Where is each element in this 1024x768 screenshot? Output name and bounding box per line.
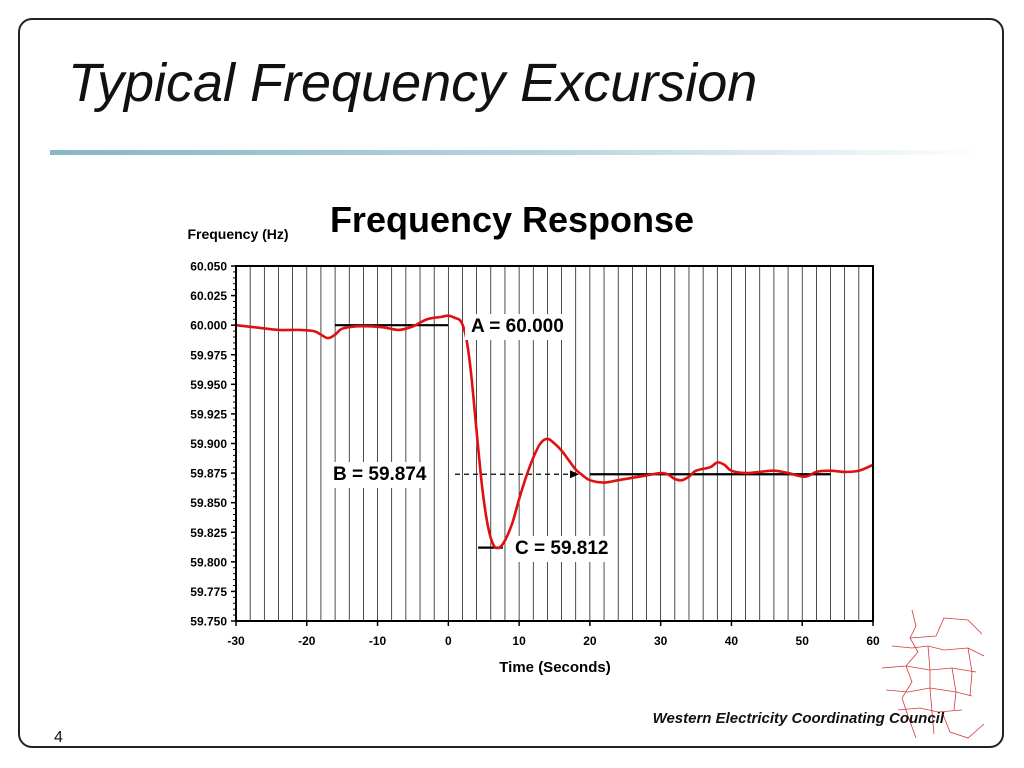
frequency-series-line-0 (235, 314, 874, 550)
y-tick-label: 59.925 (190, 407, 227, 421)
y-tick-label: 59.825 (190, 526, 227, 540)
y-tick-label: 59.875 (190, 467, 227, 481)
wecc-region-map-logo (881, 609, 985, 739)
slide-title: Typical Frequency Excursion (68, 53, 758, 113)
reference-lines (335, 324, 831, 549)
x-tick-label: 0 (445, 634, 452, 648)
x-axis-label: Time (Seconds) (499, 659, 610, 676)
annotation-c: C = 59.812 (509, 536, 615, 562)
x-tick-label: 10 (512, 634, 526, 648)
slide-frame (18, 18, 1004, 748)
title-divider (50, 150, 985, 155)
x-tick-label: -30 (227, 634, 245, 648)
axes: 60.050 60.025 60.000 59.975 59.950 59.925 59.9… (190, 260, 880, 649)
y-tick-label: 59.975 (190, 348, 227, 362)
annotation-a: A = 60.000 (465, 314, 570, 340)
y-tick-label: 59.900 (190, 437, 227, 451)
y-tick-label: 60.050 (190, 260, 227, 274)
x-tick-label: -20 (298, 634, 316, 648)
slide-number: 4 (54, 729, 63, 746)
y-tick-label: 59.750 (190, 615, 227, 629)
chart-title: Frequency Response (330, 199, 694, 240)
y-axis-label: Frequency (Hz) (187, 226, 288, 242)
y-tick-label: 59.850 (190, 496, 227, 510)
x-tick-label: 30 (654, 634, 668, 648)
x-tick-label: 60 (866, 634, 880, 648)
x-tick-label: -10 (369, 634, 387, 648)
y-tick-label: 59.950 (190, 378, 227, 392)
x-tick-label: 20 (583, 634, 597, 648)
annotation-b: B = 59.874 (327, 462, 433, 488)
x-tick-label: 40 (725, 634, 739, 648)
y-tick-label: 59.775 (190, 585, 227, 599)
annotation-b-arrowhead (570, 470, 579, 479)
x-tick-label: 50 (796, 634, 810, 648)
series-layer (235, 314, 874, 550)
y-tick-label: 59.800 (190, 555, 227, 569)
y-tick-label: 60.000 (190, 319, 227, 333)
y-tick-label: 60.025 (190, 289, 227, 303)
organization-name: Western Electricity Coordinating Council (652, 710, 944, 727)
